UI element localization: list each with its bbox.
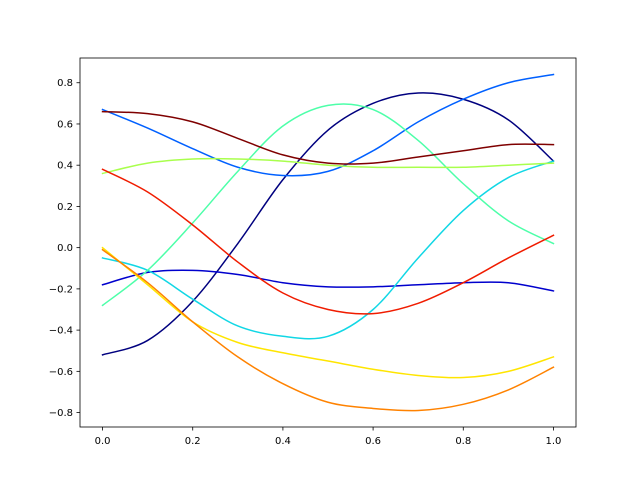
x-tick-label: 0.0 (95, 436, 111, 447)
y-tick-label: 0.8 (57, 78, 73, 89)
series-line-7 (101, 246, 555, 379)
x-tick-label: 0.4 (275, 436, 291, 447)
y-tick-label: −0.8 (49, 408, 73, 419)
y-tick-label: 0.4 (57, 161, 73, 172)
y-tick-label: 0.2 (57, 202, 73, 213)
series-line-1 (101, 92, 555, 356)
series-line-4 (101, 160, 555, 340)
series-line-10 (101, 110, 555, 165)
x-tick-label: 0.6 (365, 436, 381, 447)
series-line-2 (101, 269, 555, 292)
y-tick-label: −0.6 (49, 367, 73, 378)
y-tick-label: 0.6 (57, 119, 73, 130)
series-line-8 (101, 248, 555, 412)
series-line-3 (101, 73, 555, 177)
axes-layer: 0.0 0.2 0.4 0.6 0.8 1.0 −0.8 −0.6 −0.4 −0.2 0.0 0.2… (49, 78, 562, 447)
y-tick-label: −0.2 (49, 284, 73, 295)
y-tick-label: −0.4 (49, 326, 73, 337)
series-layer (101, 73, 555, 412)
x-tick-label: 0.8 (455, 436, 471, 447)
series-line-6 (101, 157, 555, 175)
series-line-5 (101, 103, 555, 307)
plot-area (80, 58, 576, 427)
x-tick-label: 0.2 (185, 436, 201, 447)
series-line-9 (101, 168, 555, 315)
plot-frame (79, 57, 577, 428)
x-tick-label: 1.0 (546, 436, 562, 447)
y-tick-label: 0.0 (57, 243, 73, 254)
